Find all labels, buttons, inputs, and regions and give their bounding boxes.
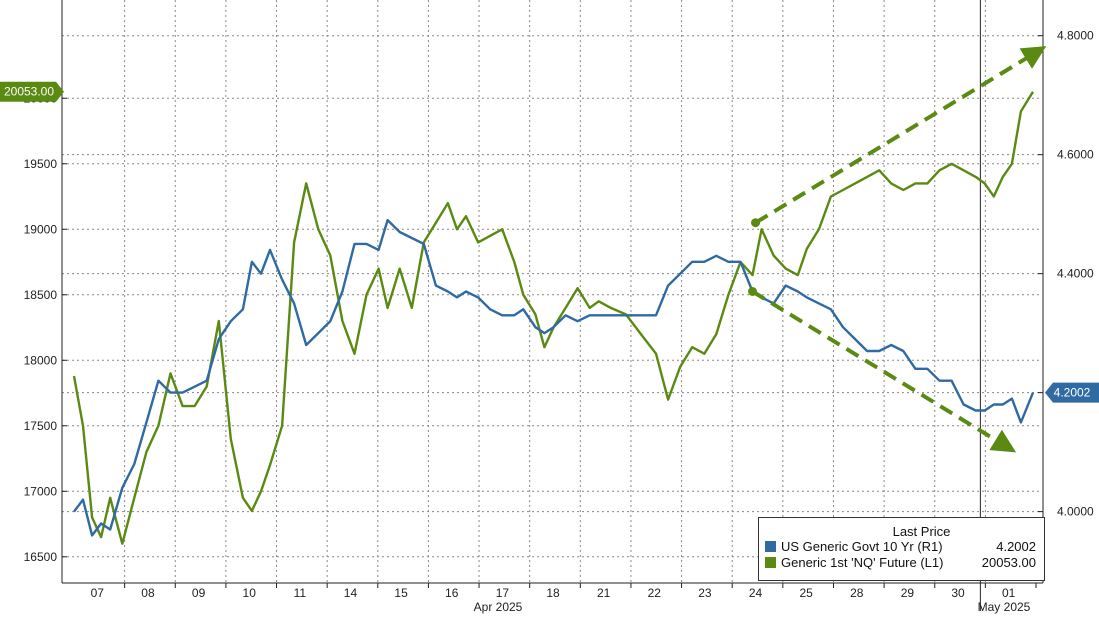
right-tick-label: 4.4000 <box>1057 267 1094 281</box>
left-tick-label: 19500 <box>24 157 58 171</box>
last-value-tags: 20053.00 4.2002 <box>0 81 1099 403</box>
grid <box>62 35 1040 558</box>
legend-value-yield: 4.2002 <box>996 539 1036 554</box>
x-tick-label: 08 <box>141 586 155 600</box>
x-tick-label: 16 <box>445 586 459 600</box>
x-tick-label: 14 <box>344 586 358 600</box>
us-10yr-line <box>73 218 1035 537</box>
legend-title: Last Price <box>892 524 951 539</box>
x-tick-label: 17 <box>496 586 510 600</box>
legend-swatch-yield <box>765 541 776 552</box>
x-tick-label: 21 <box>597 586 611 600</box>
downtrend-arrow <box>751 289 1017 453</box>
x-tick-label: 29 <box>901 586 915 600</box>
x-tick-label: 18 <box>546 586 560 600</box>
left-tick-label: 18500 <box>24 288 58 302</box>
trend-arrows <box>748 46 1047 453</box>
right-tick-label: 4.0000 <box>1057 505 1094 519</box>
x-group-label-may: May 2025 <box>978 600 1031 614</box>
x-tick-label: 23 <box>698 586 712 600</box>
x-tick-label: 15 <box>394 586 408 600</box>
day-dividers <box>124 0 986 611</box>
x-tick-label: 28 <box>850 586 864 600</box>
x-tick-label: 01 <box>1002 586 1016 600</box>
legend: Last Price US Generic Govt 10 Yr (R1) 4.… <box>758 517 1045 581</box>
legend-value-nq: 20053.00 <box>981 555 1036 570</box>
x-tick-label: 25 <box>799 586 813 600</box>
right-tick-label: 4.6000 <box>1057 148 1094 162</box>
left-tick-label: 18000 <box>24 353 58 367</box>
right-last-value-text: 4.2002 <box>1054 386 1091 400</box>
legend-item-yield: US Generic Govt 10 Yr (R1) 4.2002 <box>765 539 1044 555</box>
plot-lines <box>72 91 1035 545</box>
left-tick-label: 17500 <box>24 419 58 433</box>
legend-swatch-nq <box>765 557 776 568</box>
x-tick-label: 09 <box>192 586 206 600</box>
x-group-label-apr: Apr 2025 <box>474 600 523 614</box>
x-tick-label: 24 <box>749 586 763 600</box>
x-axis: 07 08 09 10 11 14 15 16 17 18 21 22 23 24 25 28 29 30 01 Ap… <box>62 582 1043 614</box>
legend-label-yield: US Generic Govt 10 Yr (R1) <box>781 539 943 554</box>
legend-item-nq: Generic 1st 'NQ' Future (L1) 20053.00 <box>765 555 1044 571</box>
left-last-value-text: 20053.00 <box>4 85 54 99</box>
x-tick-label: 10 <box>243 586 257 600</box>
nq-future-line <box>72 91 1035 545</box>
x-tick-label: 22 <box>648 586 662 600</box>
left-tick-label: 16500 <box>24 550 58 564</box>
x-tick-label: 30 <box>951 586 965 600</box>
left-last-value-tag <box>0 81 64 102</box>
uptrend-arrow <box>754 46 1047 225</box>
x-tick-label: 07 <box>91 586 105 600</box>
left-tick-label: 19000 <box>24 222 58 236</box>
left-tick-label: 17000 <box>24 484 58 498</box>
legend-label-nq: Generic 1st 'NQ' Future (L1) <box>781 555 944 570</box>
right-tick-label: 4.8000 <box>1057 29 1094 43</box>
x-tick-label: 11 <box>294 586 307 600</box>
right-last-value-tag <box>1045 382 1099 403</box>
